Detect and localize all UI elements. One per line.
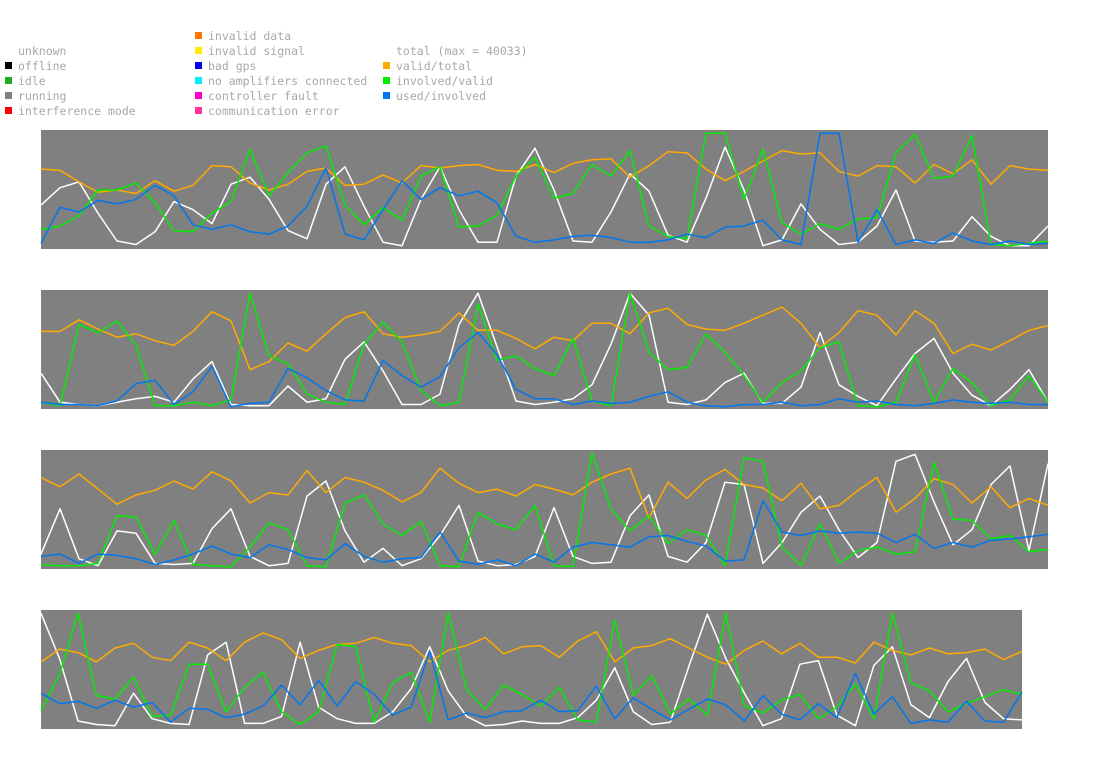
legend-swatch [195, 107, 202, 114]
series-valid-total-line [40, 467, 1049, 519]
series-total-line [40, 612, 1023, 727]
series-valid-total-line [40, 630, 1023, 665]
chart-panel-3 [40, 450, 1049, 569]
legend-label: no amplifiers connected [208, 74, 368, 88]
legend-label: involved/valid [396, 74, 493, 88]
legend-swatch [383, 77, 390, 84]
chart-panel-1 [40, 130, 1049, 249]
legend-item-unknown: unknown [5, 44, 66, 59]
legend-item-interference-mode: interference mode [5, 104, 136, 119]
legend-label: idle [18, 74, 46, 88]
legend-item-invalid-data: invalid data [195, 29, 291, 44]
legend-label: used/involved [396, 89, 487, 103]
series-used-involved-line [40, 132, 1049, 246]
series-involved-valid-line [40, 132, 1049, 247]
legend-swatch [5, 62, 12, 69]
legend-item-running: running [5, 89, 66, 104]
series-valid-total-line [40, 149, 1049, 195]
chart-panel-background [41, 290, 1048, 409]
legend-label: offline [18, 59, 67, 73]
legend-item-offline: offline [5, 59, 66, 74]
legend-label: controller fault [208, 89, 319, 103]
chart-panel-background [41, 450, 1048, 569]
series-used-involved-line [40, 331, 1048, 408]
legend-swatch [383, 92, 390, 99]
legend-swatch [5, 107, 12, 114]
series-used-involved-line [40, 499, 1049, 567]
legend-label: invalid data [208, 29, 292, 43]
chart-panel-2 [40, 290, 1049, 409]
legend-item-valid-total: valid/total [383, 59, 472, 74]
series-used-involved-line [40, 650, 1023, 725]
chart-panel-4 [40, 610, 1023, 729]
legend-item-bad-gps: bad gps [195, 59, 256, 74]
legend-swatch [5, 92, 12, 99]
legend-label: interference mode [18, 104, 136, 118]
series-involved-valid-line [40, 452, 1049, 568]
legend-item-used-involved: used/involved [383, 89, 486, 104]
legend-swatch [5, 77, 12, 84]
legend-swatch [195, 62, 202, 69]
legend-item-invalid-signal: invalid signal [195, 44, 305, 59]
legend-label: communication error [208, 104, 340, 118]
legend-swatch [383, 62, 390, 69]
legend-swatch [195, 32, 202, 39]
legend-swatch [195, 47, 202, 54]
series-involved-valid-line [40, 292, 1049, 408]
legend-swatch [195, 77, 202, 84]
legend-item-no-amplifiers: no amplifiers connected [195, 74, 367, 89]
legend-item-controller-fault: controller fault [195, 89, 319, 104]
series-involved-valid-line [40, 612, 1023, 726]
legend-label: running [18, 89, 67, 103]
legend-item-total: total (max = 40033) [383, 44, 528, 59]
series-total-line [40, 453, 1049, 567]
legend-label: unknown [18, 44, 67, 58]
legend-label: valid/total [396, 59, 473, 73]
legend-swatch [195, 92, 202, 99]
legend-label: bad gps [208, 59, 257, 73]
series-valid-total-line [41, 306, 1049, 371]
legend-item-idle: idle [5, 74, 46, 89]
legend-item-involved-valid: involved/valid [383, 74, 493, 89]
legend-label: invalid signal [208, 44, 305, 58]
legend-label: total (max = 40033) [396, 44, 528, 58]
legend-item-communication-error: communication error [195, 104, 340, 119]
